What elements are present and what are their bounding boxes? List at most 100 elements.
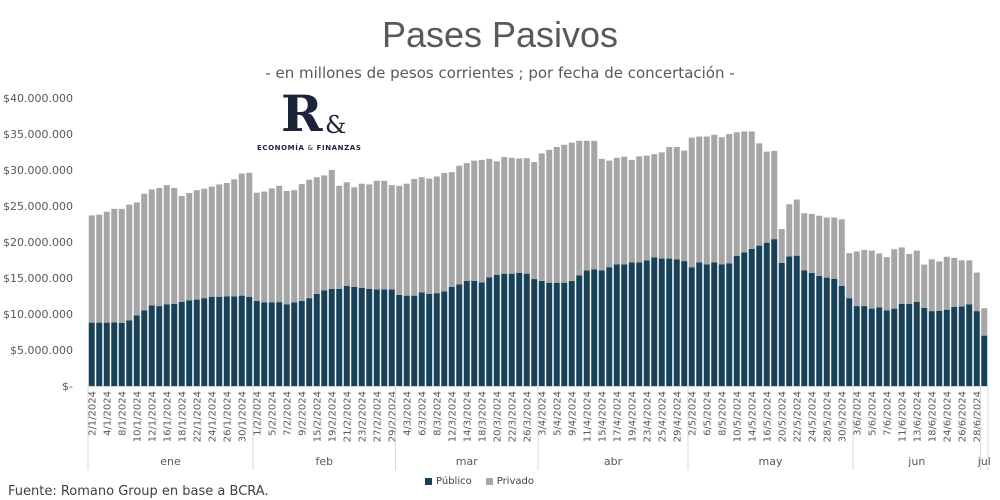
bar-publico	[358, 287, 365, 386]
bar-privado	[951, 257, 958, 307]
bar-publico	[516, 272, 523, 386]
x-tick-label: 8/3/2024	[432, 391, 443, 436]
bar-publico	[156, 306, 163, 386]
bar-privado	[88, 215, 95, 323]
bar-publico	[973, 311, 980, 386]
bar-publico	[493, 274, 500, 386]
y-axis: $- $5.000.000 $10.000.000 $15.000.000 $20.00…	[3, 92, 73, 393]
bar-publico	[658, 258, 665, 386]
x-tick-label: 9/2/2024	[297, 391, 308, 436]
bar-publico	[591, 269, 598, 386]
bar-privado	[846, 253, 853, 299]
x-tick-label: 29/2/2024	[387, 391, 398, 442]
bar-privado	[598, 158, 605, 271]
bar-publico	[343, 285, 350, 386]
bar-privado	[816, 215, 823, 276]
bar-publico	[283, 304, 290, 386]
bar-privado	[628, 159, 635, 263]
bar-publico	[133, 315, 140, 386]
chart-title: Pases Pasivos	[381, 14, 619, 55]
bar-publico	[831, 278, 838, 386]
bar-publico	[208, 296, 215, 386]
bar-privado	[411, 179, 418, 296]
bar-publico	[523, 273, 530, 386]
x-tick-label: 10/1/2024	[132, 391, 143, 442]
bar-privado	[501, 157, 508, 274]
x-tick-label: 13/6/2024	[912, 391, 923, 442]
bar-privado	[793, 199, 800, 256]
x-tick-label: 28/5/2024	[822, 391, 833, 442]
bar-privado	[111, 208, 118, 323]
x-tick-label: 28/6/2024	[972, 391, 983, 442]
bar-publico	[868, 308, 875, 386]
x-tick-label: 6/5/2024	[702, 391, 713, 436]
bar-privado	[973, 272, 980, 312]
x-tick-label: 18/1/2024	[177, 391, 188, 442]
bar-publico	[898, 303, 905, 386]
bar-privado	[823, 217, 830, 278]
bar-publico	[111, 322, 118, 386]
bar-privado	[298, 184, 305, 302]
bar-publico	[561, 282, 568, 386]
x-tick-label: 30/1/2024	[237, 391, 248, 442]
bar-publico	[186, 300, 193, 386]
bar-privado	[148, 189, 155, 306]
bar-publico	[178, 301, 185, 386]
bar-publico	[418, 292, 425, 386]
bar-privado	[253, 192, 260, 302]
bar-publico	[321, 290, 328, 386]
bar-publico	[853, 306, 860, 386]
bar-privado	[891, 249, 898, 309]
month-label: may	[759, 455, 783, 468]
bar-privado	[426, 178, 433, 294]
x-tick-label: 5/6/2024	[867, 391, 878, 436]
bar-privado	[778, 229, 785, 263]
bar-privado	[156, 188, 163, 307]
bar-publico	[163, 304, 170, 386]
bar-publico	[726, 263, 733, 386]
bar-privado	[883, 257, 890, 311]
bar-publico	[771, 239, 778, 386]
x-tick-label: 22/1/2024	[192, 391, 203, 442]
month-label: mar	[456, 455, 478, 468]
bar-privado	[696, 136, 703, 263]
bar-publico	[568, 280, 575, 386]
x-tick-label: 20/5/2024	[777, 391, 788, 442]
bar-privado	[418, 177, 425, 293]
bar-publico	[621, 264, 628, 386]
x-tick-label: 14/5/2024	[747, 391, 758, 442]
x-tick-label: 18/3/2024	[477, 391, 488, 442]
x-tick-label: 1/2/2024	[252, 391, 263, 436]
bar-publico	[508, 273, 515, 386]
x-tick-label: 11/6/2024	[897, 391, 908, 442]
bar-publico	[118, 323, 125, 386]
bar-publico	[501, 273, 508, 386]
bar-publico	[141, 310, 148, 386]
bar-publico	[816, 275, 823, 386]
bar-privado	[913, 250, 920, 302]
month-label: abr	[604, 455, 623, 468]
bar-privado	[636, 156, 643, 263]
bar-privado	[681, 150, 688, 262]
bar-privado	[958, 260, 965, 307]
bar-privado	[546, 149, 553, 283]
bar-publico	[246, 296, 253, 386]
bar-privado	[343, 182, 350, 286]
bar-privado	[921, 264, 928, 308]
bar-privado	[336, 185, 343, 289]
x-tick-label: 30/5/2024	[837, 391, 848, 442]
bar-publico	[958, 306, 965, 386]
bar-publico	[613, 264, 620, 386]
bars	[88, 131, 988, 386]
bar-privado	[688, 137, 695, 268]
x-tick-label: 4/3/2024	[402, 391, 413, 436]
bar-privado	[246, 172, 253, 297]
x-tick-label: 10/5/2024	[732, 391, 743, 442]
bar-publico	[636, 262, 643, 386]
bar-privado	[261, 191, 268, 303]
bar-publico	[216, 296, 223, 386]
bar-publico	[471, 280, 478, 386]
bar-publico	[928, 311, 935, 386]
logo-mark-amp: &	[325, 111, 347, 139]
